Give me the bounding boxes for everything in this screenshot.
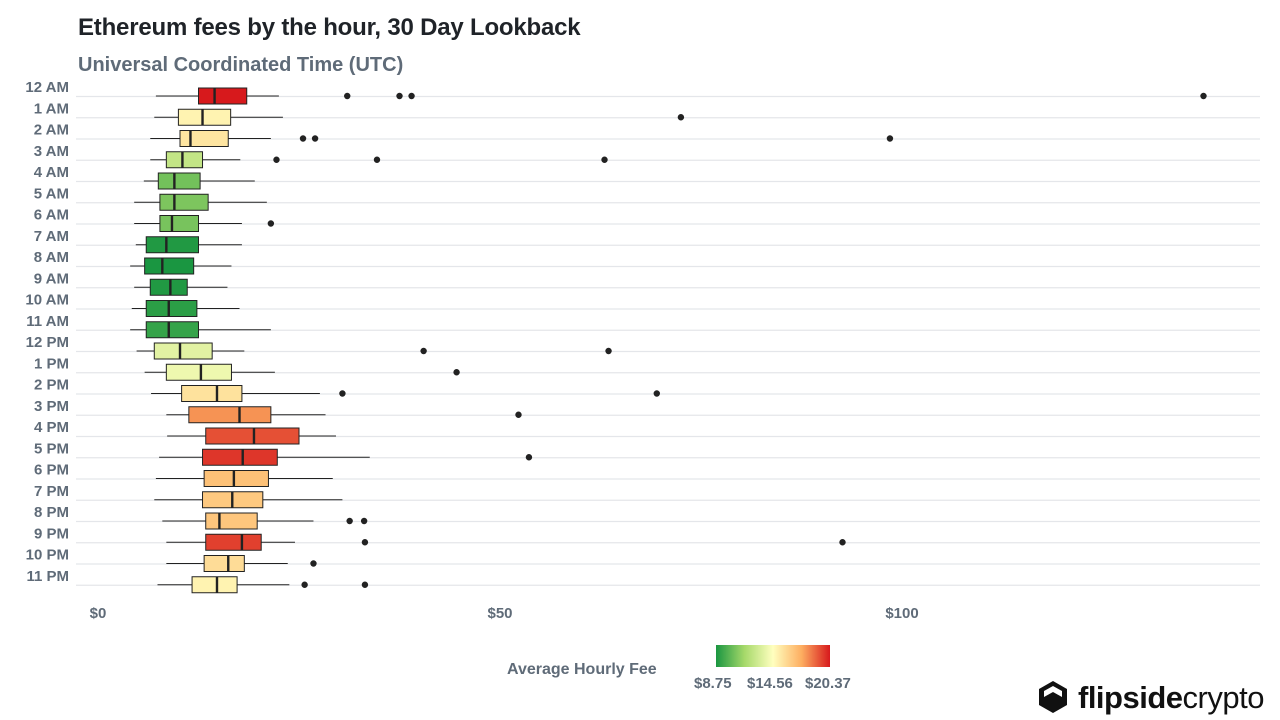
- outlier-14-1: [653, 390, 660, 397]
- box-8: [144, 257, 195, 275]
- outlier-2-0: [299, 135, 307, 142]
- box-5: [159, 193, 209, 211]
- outlier-20-0: [346, 517, 353, 525]
- y-tick-label: 2 AM: [34, 122, 69, 139]
- y-tick-label: 4 PM: [34, 419, 69, 436]
- outlier-12-0: [420, 347, 427, 355]
- outlier-12-1: [605, 347, 612, 355]
- outlier-20-1: [360, 517, 368, 525]
- outlier-2-2: [886, 135, 894, 142]
- chart-title: Ethereum fees by the hour, 30 Day Lookba…: [78, 14, 581, 41]
- outlier-22-0: [310, 560, 317, 567]
- outlier-21-1: [839, 539, 846, 546]
- y-tick-label: 1 AM: [34, 100, 69, 117]
- outlier-3-0: [273, 156, 280, 163]
- box-18: [203, 470, 269, 487]
- outlier-6-0: [267, 220, 275, 227]
- outlier-1-0: [677, 114, 685, 121]
- outlier-23-0: [301, 581, 308, 588]
- outlier-13-0: [453, 369, 460, 376]
- y-tick-label: 2 PM: [34, 377, 69, 394]
- y-tick-label: 9 AM: [34, 270, 69, 287]
- x-tick-label: $50: [487, 605, 512, 622]
- box-10: [145, 300, 198, 317]
- box-17: [202, 448, 278, 466]
- y-tick-label: 3 PM: [34, 398, 69, 415]
- legend-tick-low: $8.75: [694, 675, 732, 692]
- legend-color-bar: [716, 645, 830, 667]
- box-15: [188, 406, 272, 424]
- legend-title: Average Hourly Fee: [507, 661, 657, 678]
- outlier-0-0: [344, 92, 351, 100]
- legend-tick-high: $20.37: [805, 675, 851, 692]
- box-16: [205, 427, 300, 445]
- y-tick-label: 8 AM: [34, 249, 69, 266]
- box-14: [181, 385, 243, 402]
- outlier-23-1: [361, 581, 369, 588]
- outlier-21-0: [361, 539, 369, 546]
- box-11: [145, 321, 200, 339]
- flipside-logo-text: flipsidecrypto: [1078, 679, 1264, 715]
- box-9: [149, 278, 188, 296]
- outlier-0-2: [408, 92, 415, 100]
- y-tick-label: 5 PM: [34, 440, 69, 457]
- box-3: [165, 151, 204, 169]
- y-tick-label: 6 PM: [34, 462, 69, 479]
- box-0: [198, 87, 248, 105]
- outlier-2-1: [311, 135, 319, 142]
- outlier-3-2: [601, 156, 608, 163]
- box-23: [191, 576, 238, 594]
- box-4: [157, 172, 201, 190]
- outlier-15-0: [515, 411, 522, 418]
- box-1: [177, 108, 232, 126]
- y-tick-label: 10 PM: [26, 547, 69, 564]
- y-tick-label: 7 AM: [34, 228, 69, 245]
- flipside-logo: flipsidecrypto: [1036, 680, 1264, 714]
- box-22: [203, 555, 245, 572]
- y-tick-label: 7 PM: [34, 483, 69, 500]
- box-13: [165, 363, 232, 381]
- y-tick-label: 10 AM: [25, 292, 69, 309]
- y-tick-label: 3 AM: [34, 143, 69, 160]
- outlier-3-1: [373, 156, 381, 163]
- x-tick-label: $100: [885, 605, 918, 622]
- y-tick-label: 4 AM: [34, 164, 69, 181]
- y-tick-label: 11 PM: [26, 568, 69, 585]
- box-2: [179, 130, 229, 147]
- flipside-logo-icon: [1039, 681, 1067, 713]
- y-tick-label: 6 AM: [34, 207, 69, 224]
- outlier-14-0: [339, 390, 346, 397]
- box-6: [159, 215, 200, 232]
- outlier-0-3: [1200, 92, 1207, 100]
- boxplot-chart: 12 AM 1 AM 2 AM 3 AM 4 AM 5 AM 6 AM 7 AM 8 AM 9 A…: [25, 79, 1260, 622]
- legend-tick-mid: $14.56: [747, 675, 793, 692]
- y-tick-label: 12 PM: [26, 334, 69, 351]
- outlier-17-0: [525, 454, 533, 461]
- outlier-0-1: [396, 92, 403, 100]
- chart-subtitle: Universal Coordinated Time (UTC): [78, 54, 404, 76]
- y-tick-label: 1 PM: [34, 355, 69, 372]
- box-7: [145, 236, 200, 254]
- y-tick-label: 12 AM: [25, 79, 69, 96]
- y-tick-label: 9 PM: [34, 525, 69, 542]
- x-tick-label: $0: [90, 605, 107, 622]
- y-tick-label: 8 PM: [34, 504, 69, 521]
- box-20: [205, 512, 258, 530]
- y-tick-label: 11 AM: [26, 313, 69, 330]
- box-12: [153, 342, 213, 360]
- y-tick-label: 5 AM: [34, 185, 69, 202]
- box-21: [205, 533, 262, 551]
